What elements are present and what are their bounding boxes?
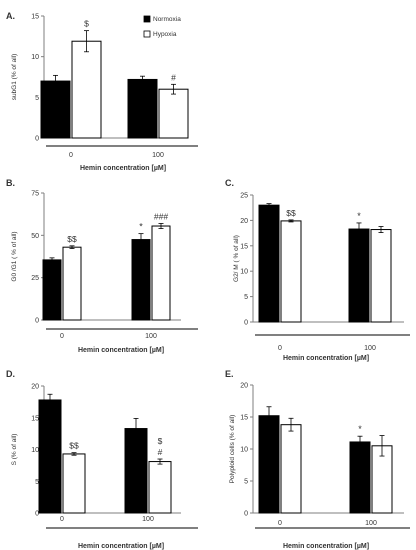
y-tick-label: 75	[31, 191, 39, 198]
y-tick-label: 20	[31, 384, 39, 391]
x-tick-label: 0	[69, 152, 73, 159]
y-tick-label: 10	[240, 447, 248, 454]
y-tick-label: 50	[31, 233, 39, 240]
bar-hypoxia	[280, 220, 302, 323]
x-tick-label: 100	[364, 345, 376, 352]
panel-label: E.	[225, 369, 234, 379]
y-tick-label: 25	[31, 275, 39, 282]
bar-hypoxia	[71, 40, 102, 139]
bar-hypoxia	[62, 453, 86, 514]
x-axis-label: Hemin concentration [µM]	[80, 165, 166, 172]
bar-normoxia	[131, 239, 151, 321]
y-tick-label: 0	[35, 136, 39, 143]
chart-panel-b: B. 0 25 50 75 G0 /G1 ( % of all) $$ 0 * ### 100 Hem…	[6, 178, 198, 354]
x-axis-label: Hemin concentration [µM]	[78, 347, 164, 354]
y-tick-label: 0	[244, 320, 248, 327]
significance-marker: $$	[69, 441, 79, 451]
bar-normoxia	[258, 415, 280, 514]
legend-label-normoxia: Normoxia	[153, 16, 181, 23]
y-tick-label: 15	[240, 243, 248, 250]
bar-hypoxia	[148, 461, 172, 514]
significance-marker: $$	[286, 208, 296, 218]
y-axis-label: G0 /G1 ( % of all)	[11, 231, 18, 281]
significance-marker: *	[358, 424, 362, 434]
x-axis-label: Hemin concentration [µM]	[78, 543, 164, 550]
legend-swatch-normoxia	[143, 15, 151, 23]
y-tick-label: 0	[35, 511, 39, 518]
y-tick-label: 15	[240, 415, 248, 422]
y-tick-label: 5	[35, 479, 39, 486]
y-tick-label: 10	[31, 54, 39, 61]
y-tick-label: 10	[240, 269, 248, 276]
bar-normoxia	[127, 78, 158, 139]
bar-hypoxia	[62, 246, 82, 321]
x-tick-label: 100	[145, 333, 157, 340]
chart-panel-a: A. 0 5 10 15 subG1 (% of all) $0 #100 Hemin conc…	[6, 11, 198, 172]
y-tick-label: 25	[240, 193, 248, 200]
bar-normoxia	[348, 228, 370, 323]
significance-marker: *	[139, 222, 143, 232]
y-tick-label: 5	[244, 479, 248, 486]
bar-normoxia	[38, 399, 62, 514]
bar-hypoxia	[151, 225, 171, 321]
legend-swatch-hypoxia	[143, 30, 151, 38]
panel-label: A.	[6, 11, 15, 21]
significance-marker: #	[158, 447, 163, 457]
y-tick-label: 20	[240, 218, 248, 225]
y-axis-label: G2/ M ( % of all)	[233, 235, 240, 282]
y-axis-label: S (% of all)	[11, 434, 18, 466]
y-tick-label: 20	[240, 383, 248, 390]
significance-marker: $	[158, 436, 163, 446]
significance-marker: $$	[67, 234, 77, 244]
x-axis-label: Hemin concentration [µM]	[283, 355, 369, 362]
y-tick-label: 5	[35, 95, 39, 102]
x-tick-label: 0	[60, 516, 64, 523]
bar-normoxia	[349, 441, 371, 514]
x-tick-label: 100	[365, 520, 377, 527]
chart-panel-d: D. 0 5 10 15 20 S (% of all) $$ 0 $#100 Hemin conc…	[6, 369, 198, 550]
chart-panel-e: E. 0 5 10 15 20 Polyploid cells (% of all) 0 * 10…	[225, 369, 410, 550]
panel-label: B.	[6, 178, 15, 188]
y-tick-label: 0	[35, 318, 39, 325]
x-tick-label: 100	[142, 516, 154, 523]
bar-normoxia	[40, 80, 71, 139]
significance-marker: *	[357, 211, 361, 221]
panel-label: C.	[225, 178, 234, 188]
legend-label-hypoxia: Hypoxia	[153, 31, 177, 38]
bar-normoxia	[124, 428, 148, 514]
y-axis-label: Polyploid cells (% of all)	[229, 415, 236, 484]
y-tick-label: 15	[31, 415, 39, 422]
significance-marker: ###	[154, 211, 168, 221]
bar-normoxia	[42, 259, 62, 321]
y-tick-label: 10	[31, 447, 39, 454]
y-tick-label: 5	[244, 294, 248, 301]
significance-marker: #	[171, 72, 176, 82]
x-tick-label: 0	[278, 345, 282, 352]
chart-panel-c: C. 0 5 10 15 20 25 G2/ M ( % of all) $$ 0 * 100 Hemi…	[225, 178, 410, 362]
y-axis-label: subG1 (% of all)	[11, 54, 18, 101]
panel-label: D.	[6, 369, 15, 379]
bar-hypoxia	[370, 229, 392, 323]
bar-hypoxia	[280, 424, 302, 514]
significance-marker: $	[84, 19, 89, 29]
y-tick-label: 0	[244, 511, 248, 518]
bar-hypoxia	[158, 88, 189, 139]
x-tick-label: 100	[152, 152, 164, 159]
x-tick-label: 0	[278, 520, 282, 527]
x-tick-label: 0	[60, 333, 64, 340]
bar-normoxia	[258, 204, 280, 323]
x-axis-label: Hemin concentration [µM]	[283, 543, 369, 550]
y-tick-label: 15	[31, 14, 39, 21]
